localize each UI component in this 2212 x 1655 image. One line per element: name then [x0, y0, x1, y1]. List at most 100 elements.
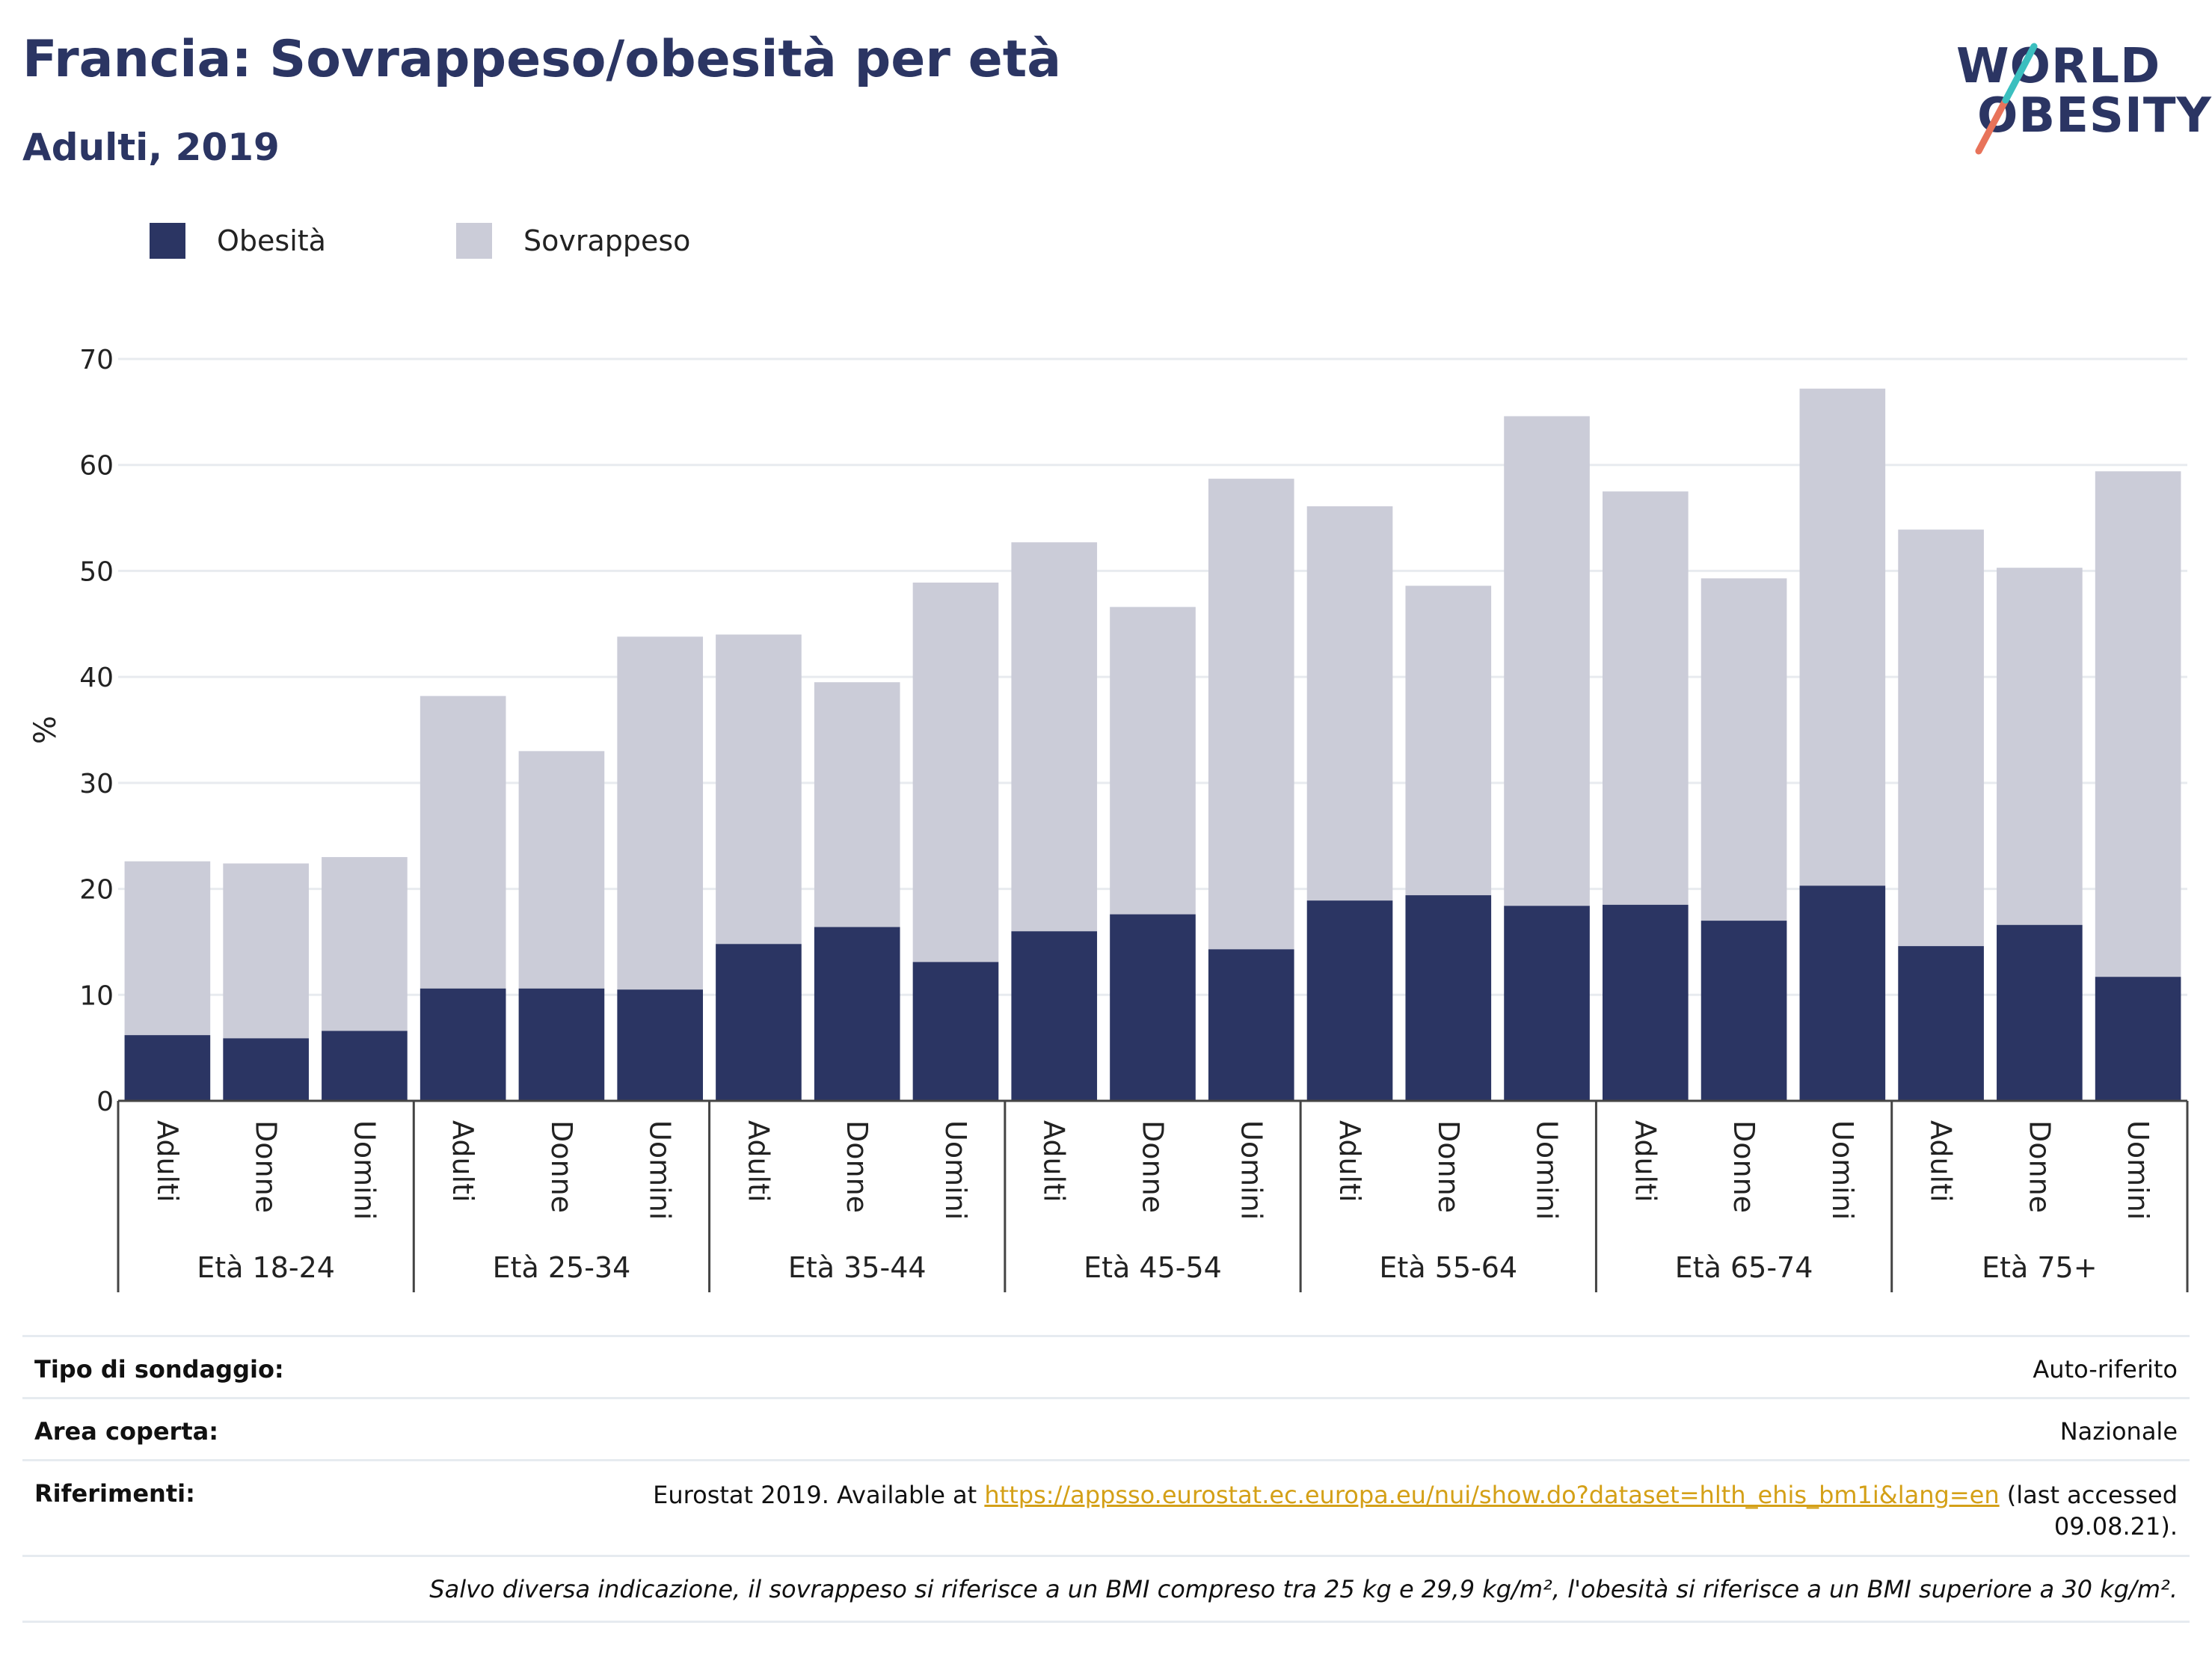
- x-tick-label: Uomini: [1826, 1120, 1859, 1220]
- y-tick-label: 10: [79, 980, 114, 1011]
- group-label: Età 45-54: [1084, 1251, 1222, 1284]
- meta-label-area: Area coperta:: [34, 1417, 219, 1446]
- bar-sovrappeso: [1405, 586, 1492, 896]
- bar-obesita: [1898, 946, 1984, 1101]
- bar-sovrappeso: [2095, 471, 2181, 977]
- bar-obesita: [716, 944, 802, 1101]
- meta-value-area: Nazionale: [2059, 1417, 2178, 1446]
- y-tick-label: 20: [79, 875, 114, 906]
- bar-obesita: [223, 1038, 309, 1101]
- x-tick-label: Donne: [250, 1120, 283, 1213]
- metadata-table: Tipo di sondaggio: Auto-riferito Area co…: [22, 1335, 2190, 1623]
- x-tick-label: Donne: [1727, 1120, 1760, 1213]
- meta-value-survey-type: Auto-riferito: [2033, 1355, 2178, 1384]
- group-label: Età 25-34: [493, 1251, 631, 1284]
- x-tick-label: Adulti: [742, 1120, 775, 1203]
- meta-label-references: Riferimenti:: [34, 1479, 195, 1508]
- group-label: Età 65-74: [1675, 1251, 1813, 1284]
- x-tick-label: Adulti: [1333, 1120, 1366, 1203]
- bar-sovrappeso: [1701, 578, 1787, 921]
- bar-sovrappeso: [1306, 506, 1393, 901]
- y-axis-label: %: [28, 716, 63, 744]
- chart-subtitle: Adulti, 2019: [22, 126, 280, 169]
- x-tick-label: Adulti: [446, 1120, 479, 1203]
- x-tick-label: Donne: [545, 1120, 578, 1213]
- bar-obesita: [322, 1031, 408, 1101]
- group-label: Età 18-24: [197, 1251, 335, 1284]
- y-tick-label: 30: [79, 769, 114, 799]
- bar-obesita: [1405, 895, 1492, 1101]
- legend-label-obesita: Obesità: [217, 224, 326, 257]
- group-label: Età 75+: [1982, 1251, 2097, 1284]
- bar-obesita: [912, 962, 999, 1101]
- y-tick-label: 70: [79, 345, 114, 375]
- bar-sovrappeso: [1504, 416, 1590, 906]
- reference-prefix: Eurostat 2019. Available at: [653, 1481, 985, 1509]
- y-tick-label: 50: [79, 556, 114, 587]
- meta-row-note: Salvo diversa indicazione, il sovrappeso…: [22, 1555, 2190, 1623]
- bar-obesita: [1208, 949, 1294, 1101]
- bar-obesita: [2095, 977, 2181, 1101]
- y-tick-label: 60: [79, 451, 114, 482]
- bar-sovrappeso: [1208, 479, 1294, 950]
- bar-sovrappeso: [124, 861, 211, 1036]
- reference-link[interactable]: https://appsso.eurostat.ec.europa.eu/nui…: [984, 1481, 2000, 1509]
- bar-sovrappeso: [420, 696, 506, 989]
- bar-sovrappeso: [1799, 388, 1886, 886]
- bar-obesita: [420, 988, 506, 1101]
- bar-sovrappeso: [814, 682, 900, 927]
- x-tick-label: Adulti: [151, 1120, 184, 1203]
- chart-title: Francia: Sovrappeso/obesità per età: [22, 30, 1062, 89]
- meta-note: Salvo diversa indicazione, il sovrappeso…: [429, 1575, 2178, 1603]
- reference-suffix: (last accessed: [1999, 1481, 2178, 1509]
- bar-obesita: [617, 989, 704, 1101]
- bar-sovrappeso: [716, 634, 802, 945]
- x-tick-label: Donne: [2023, 1120, 2056, 1213]
- bar-obesita: [1997, 924, 2083, 1101]
- x-tick-label: Uomini: [644, 1120, 677, 1220]
- bar-obesita: [814, 927, 900, 1101]
- x-tick-label: Uomini: [1235, 1120, 1268, 1220]
- bar-obesita: [1799, 885, 1886, 1101]
- y-tick-label: 0: [96, 1087, 114, 1117]
- meta-value-references: Eurostat 2019. Available at https://apps…: [653, 1479, 2178, 1542]
- legend-swatch-sovrappeso: [456, 223, 492, 259]
- x-tick-label: Adulti: [1629, 1120, 1662, 1203]
- x-tick-label: Donne: [841, 1120, 873, 1213]
- bar-obesita: [518, 988, 605, 1101]
- y-tick-label: 40: [79, 663, 114, 693]
- logo-slash-icon: [1975, 43, 2038, 155]
- x-tick-label: Uomini: [1531, 1120, 1564, 1220]
- bar-obesita: [124, 1035, 211, 1101]
- logo-line-1: WORLD: [1956, 39, 2161, 94]
- group-label: Età 55-64: [1379, 1251, 1517, 1284]
- logo-line-2: OBESITY: [1977, 88, 2212, 144]
- meta-label-survey-type: Tipo di sondaggio:: [34, 1355, 284, 1384]
- bar-sovrappeso: [1997, 568, 2083, 925]
- bar-obesita: [1504, 906, 1590, 1101]
- stacked-bar-chart: 0 10 20 30 40 50 60 70% Adulti Donne Uomini Adulti D…: [28, 345, 2189, 1292]
- legend-label-sovrappeso: Sovrappeso: [523, 224, 691, 257]
- reference-accessed-date: 09.08.21).: [2053, 1512, 2178, 1541]
- x-tick-label: Uomini: [2122, 1120, 2154, 1220]
- bar-sovrappeso: [617, 636, 704, 990]
- bar-obesita: [1602, 904, 1689, 1101]
- world-obesity-logo: WORLD OBESITY: [1952, 22, 2211, 157]
- bar-sovrappeso: [1110, 607, 1196, 915]
- x-tick-label: Adulti: [1038, 1120, 1071, 1203]
- bar-obesita: [1011, 931, 1098, 1101]
- bar-sovrappeso: [912, 583, 999, 962]
- bar-obesita: [1110, 914, 1196, 1101]
- bar-obesita: [1306, 900, 1393, 1101]
- x-tick-label: Adulti: [1925, 1120, 1958, 1203]
- bar-obesita: [1701, 921, 1787, 1101]
- x-tick-label: Donne: [1137, 1120, 1170, 1213]
- bar-sovrappeso: [1602, 491, 1689, 905]
- bar-sovrappeso: [1898, 529, 1984, 947]
- legend-swatch-obesita: [150, 223, 185, 259]
- x-tick-label: Uomini: [939, 1120, 972, 1220]
- meta-row-survey-type: Tipo di sondaggio: Auto-riferito: [22, 1335, 2190, 1397]
- meta-row-area: Area coperta: Nazionale: [22, 1397, 2190, 1459]
- bar-sovrappeso: [518, 751, 605, 989]
- x-tick-label: Donne: [1432, 1120, 1465, 1213]
